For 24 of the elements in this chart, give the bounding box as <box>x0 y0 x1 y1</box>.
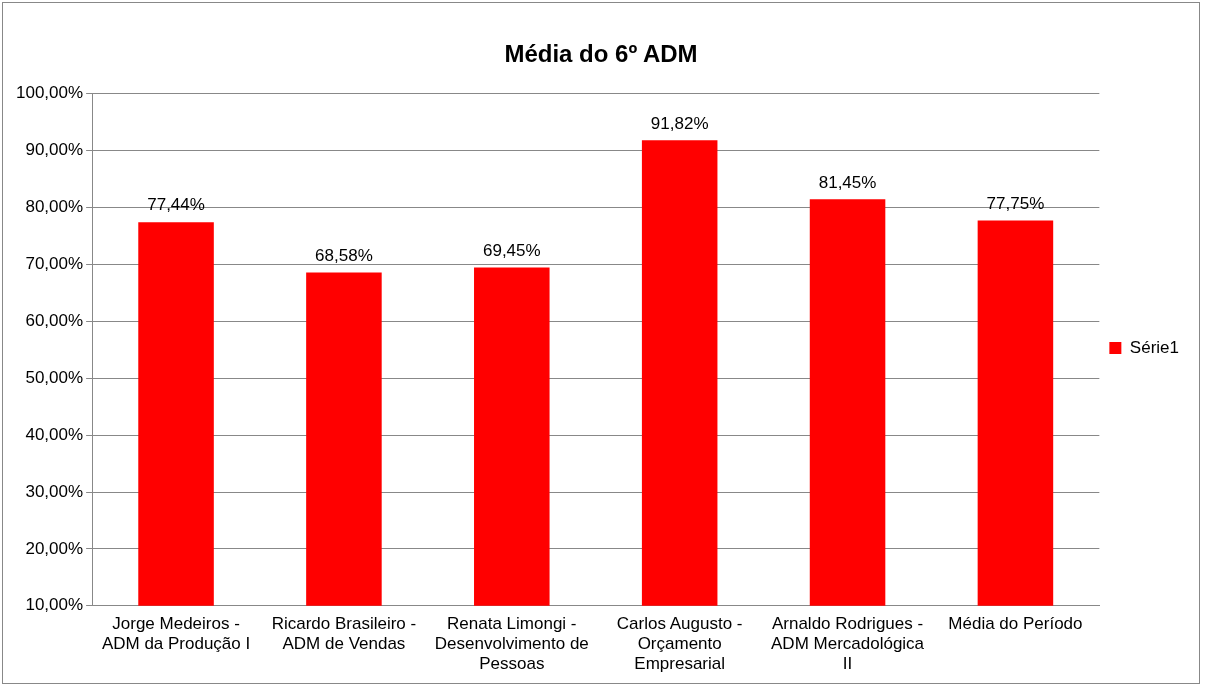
x-tick-label: Arnaldo Rodrigues - ADM Mercadológica II <box>771 613 925 674</box>
x-tick-label: Jorge Medeiros - ADM da Produção I <box>101 613 251 654</box>
y-tick-label: 50,00% <box>25 367 84 387</box>
x-tick-label: Carlos Augusto - Orçamento Empresarial <box>616 613 743 674</box>
data-label: 69,45% <box>482 240 541 260</box>
y-tick-label: 10,00% <box>25 595 84 615</box>
y-tick-label: 70,00% <box>25 254 84 274</box>
y-tick-label: 60,00% <box>25 311 84 331</box>
x-tick-label: Renata Limongi - Desenvolvimento de Pessoas <box>434 613 589 674</box>
data-label: 81,45% <box>818 172 877 192</box>
y-tick-label: 100,00% <box>15 83 84 103</box>
legend-label: Série1 <box>1129 337 1179 357</box>
y-tick-label: 90,00% <box>25 140 84 160</box>
y-tick-label: 40,00% <box>25 424 84 444</box>
y-tick-label: 20,00% <box>25 538 84 558</box>
y-tick-label: 80,00% <box>25 197 84 217</box>
chart-title: Média do 6º ADM <box>504 40 698 68</box>
data-label: 91,82% <box>650 113 709 133</box>
data-label: 68,58% <box>315 245 373 265</box>
y-tick-label: 30,00% <box>25 481 84 501</box>
data-label: 77,44% <box>147 195 205 215</box>
x-tick-label: Média do Período <box>948 613 1083 633</box>
x-tick-label: Ricardo Brasileiro - ADM de Vendas <box>271 613 417 654</box>
data-label: 77,75% <box>986 193 1045 213</box>
